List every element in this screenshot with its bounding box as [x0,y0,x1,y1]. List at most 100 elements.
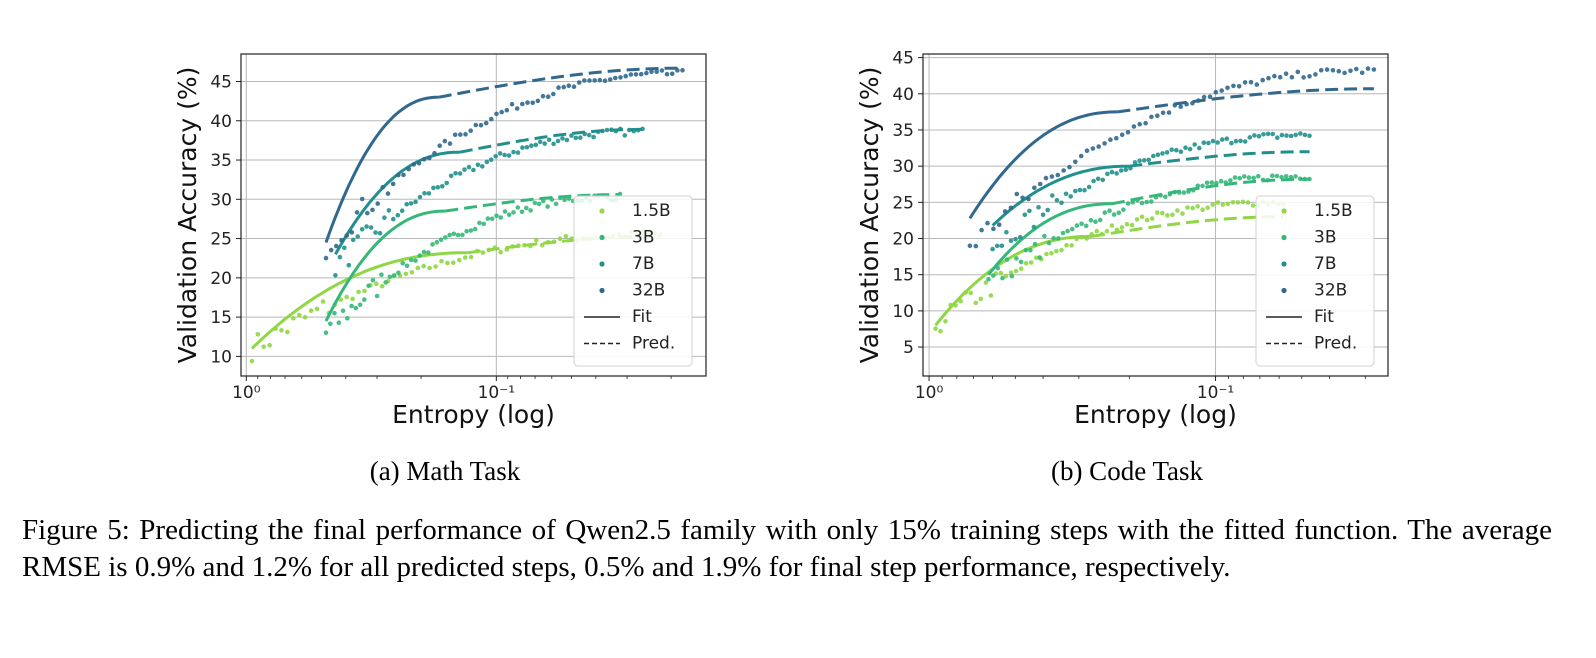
data-point-32B [1002,209,1008,214]
data-point-3B [1270,173,1275,178]
data-point-7B [1068,194,1073,199]
data-point-32B [1131,124,1137,129]
axes-frame [922,53,1389,377]
data-point-7B [1141,158,1147,163]
data-point-3B [340,308,346,314]
legend-marker-3B [599,234,605,241]
legend-label: Pred. [1314,334,1357,354]
data-point-3B [408,257,414,263]
data-point-1.5B [1225,201,1231,207]
data-point-32B [499,109,505,115]
x-tick-label: 10⁻¹ [1197,383,1234,403]
legend-label: 32B [1314,281,1347,301]
data-point-32B [1277,74,1283,80]
data-point-32B [1090,146,1096,151]
data-point-1.5B [1215,200,1221,205]
data-point-7B [551,141,556,147]
data-point-1.5B [1180,211,1185,216]
data-point-32B [566,83,572,88]
data-point-32B [396,172,401,178]
data-point-3B [1093,219,1098,225]
data-point-7B [373,230,378,235]
data-point-32B [1289,74,1295,80]
data-point-3B [511,210,516,215]
data-point-7B [448,173,454,179]
data-point-3B [1218,178,1224,184]
data-point-7B [999,243,1005,249]
data-point-7B [1022,212,1028,218]
data-point-7B [511,149,516,155]
data-point-32B [582,78,587,83]
y-tick-label: 30 [892,157,914,177]
y-tick-label: 15 [210,308,232,328]
data-point-32B [1166,110,1172,115]
data-point-32B [1330,68,1336,73]
x-axis-label: Entropy (log) [1074,400,1237,429]
data-point-3B [421,249,427,255]
data-point-32B [576,80,582,85]
data-point-1.5B [1069,243,1074,248]
data-point-7B [346,262,352,268]
data-point-32B [967,243,973,249]
data-point-7B [364,224,369,229]
data-point-7B [591,134,596,140]
data-point-32B [1307,74,1312,79]
data-point-3B [464,228,469,234]
data-point-3B [1149,199,1154,204]
legend: 1.5B 3B 7B 32B Fit Pred. [573,195,693,367]
data-point-32B [633,72,639,77]
y-tick-label: 10 [210,347,232,367]
data-point-3B [460,232,465,238]
data-point-1.5B [468,254,474,260]
tick-labels: 10 15 20 25 30 35 40 45 10⁰ 10⁻¹ [210,72,672,403]
data-point-7B [1270,131,1275,137]
data-point-32B [1108,137,1113,142]
data-point-32B [571,84,577,89]
subtitle-code-task: (b) Code Task [1051,456,1204,486]
data-point-3B [1200,183,1205,189]
y-tick-label: 20 [210,269,232,289]
data-point-32B [504,107,510,113]
data-point-32B [1155,113,1160,118]
data-point-7B [417,194,423,200]
data-point-3B [1018,259,1024,265]
data-point-3B [383,280,389,285]
y-tick-label: 40 [892,85,914,105]
data-point-1.5B [356,289,361,295]
plot-area [249,66,685,364]
data-point-7B [1004,229,1009,235]
data-point-7B [355,234,361,239]
data-point-3B [990,273,996,278]
data-point-3B [1009,273,1015,279]
data-point-7B [1252,133,1257,138]
data-point-1.5B [1170,212,1175,218]
data-point-1.5B [978,296,984,302]
data-point-32B [323,255,329,261]
data-point-7B [1238,138,1243,144]
data-point-3B [323,330,329,336]
data-point-3B [451,231,457,237]
data-point-3B [1144,199,1149,205]
data-point-32B [1160,110,1166,116]
data-point-3B [353,305,359,311]
data-point-1.5B [1190,205,1195,211]
data-point-32B [1067,164,1072,170]
data-point-32B [411,162,417,167]
data-point-7B [395,212,401,218]
data-point-32B [463,132,468,137]
data-point-1.5B [1235,200,1241,205]
data-point-3B [1125,201,1131,206]
data-point-32B [427,155,432,161]
data-point-1.5B [933,326,938,331]
legend-marker-7B [599,261,605,267]
data-point-3B [387,274,393,280]
data-point-7B [1086,184,1092,190]
data-point-1.5B [1044,251,1049,257]
data-point-32B [680,68,685,73]
data-point-3B [1209,180,1215,185]
legend-label: Fit [1314,307,1334,327]
data-point-7B [1137,158,1142,163]
data-point-32B [1084,148,1090,153]
fit-line-3B [987,202,1112,276]
data-point-32B [623,73,628,79]
